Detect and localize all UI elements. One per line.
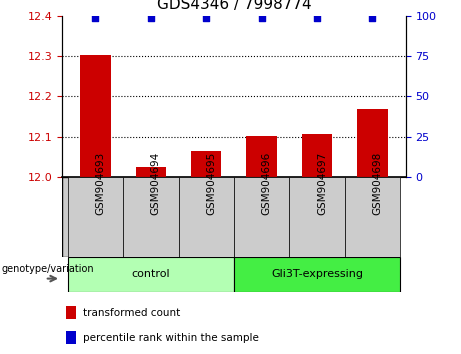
Bar (247, 136, 277, 177)
Bar (65, 307, 76, 319)
Text: control: control (131, 269, 170, 279)
Text: GSM904697: GSM904697 (317, 152, 327, 215)
Bar (345, 177, 400, 257)
Text: GSM904695: GSM904695 (206, 152, 216, 215)
Text: transformed count: transformed count (83, 308, 180, 318)
Bar (68, 177, 123, 257)
Bar (234, 177, 290, 257)
Point (313, 15, 321, 21)
Text: percentile rank within the sample: percentile rank within the sample (83, 333, 259, 343)
Bar (80, 55, 111, 177)
Text: GSM904698: GSM904698 (372, 152, 383, 215)
Bar (234, 257, 400, 292)
Bar (136, 167, 166, 177)
Point (202, 15, 210, 21)
Text: GSM904696: GSM904696 (262, 152, 272, 215)
Bar (302, 133, 332, 177)
Text: Gli3T-expressing: Gli3T-expressing (271, 269, 363, 279)
Title: GDS4346 / 7998774: GDS4346 / 7998774 (157, 0, 311, 12)
Text: genotype/variation: genotype/variation (1, 264, 94, 274)
Text: GSM904694: GSM904694 (151, 152, 161, 215)
Text: GSM904693: GSM904693 (95, 152, 106, 215)
Bar (65, 331, 76, 344)
Point (369, 15, 376, 21)
Point (147, 15, 154, 21)
Bar (191, 151, 221, 177)
Bar (123, 177, 178, 257)
Bar (178, 177, 234, 257)
Point (258, 15, 266, 21)
Bar (357, 109, 388, 177)
Bar (290, 177, 345, 257)
Point (92, 15, 99, 21)
Bar (68, 257, 234, 292)
